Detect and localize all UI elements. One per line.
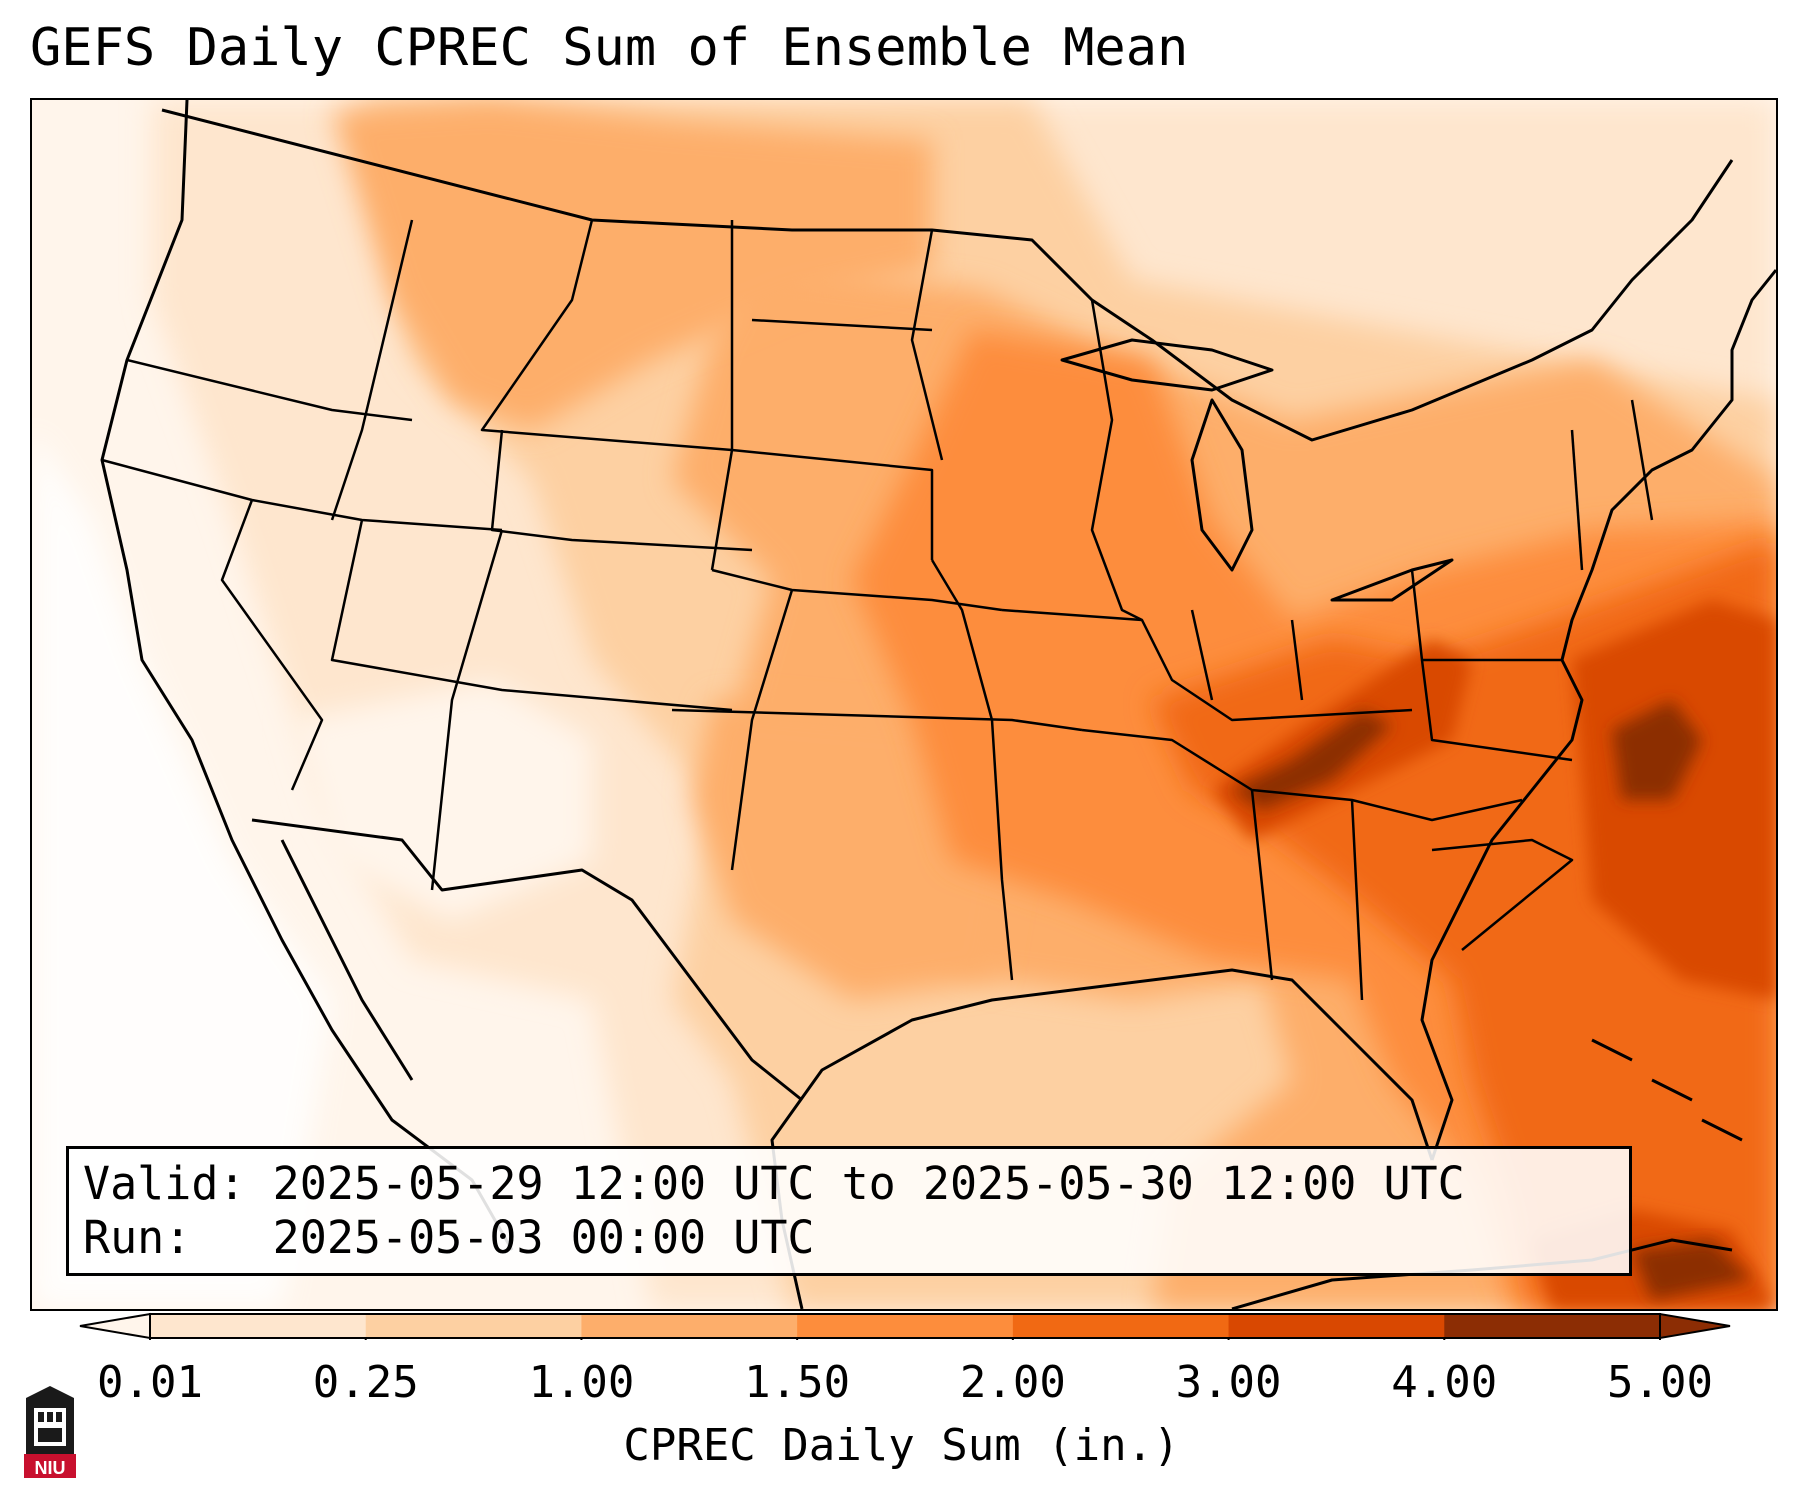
valid-time-range: 2025-05-29 12:00 UTC to 2025-05-30 12:00… bbox=[272, 1157, 1465, 1210]
colorbar-tick-label: 1.50 bbox=[744, 1357, 851, 1408]
colorbar-segment bbox=[365, 1314, 582, 1338]
colorbar-under-arrow bbox=[79, 1312, 151, 1340]
lake-erie bbox=[1330, 558, 1454, 602]
baja-coastline bbox=[280, 839, 414, 1081]
colorbar-tick-label: 1.00 bbox=[528, 1357, 635, 1408]
field-darkest-cuba bbox=[1632, 1240, 1752, 1300]
gulf-coastline bbox=[770, 968, 1434, 1309]
validity-info-box: Valid: 2025-05-29 12:00 UTC to 2025-05-3… bbox=[66, 1146, 1632, 1276]
valid-label: Valid: bbox=[83, 1157, 246, 1210]
field-darkest-tennessee bbox=[1232, 710, 1392, 810]
colorbar-outline bbox=[149, 1313, 1661, 1339]
run-time: 2025-05-03 00:00 UTC bbox=[272, 1211, 815, 1264]
colorbar-tick-label: 0.25 bbox=[312, 1357, 419, 1408]
colorbar-tick-label: 2.00 bbox=[959, 1357, 1066, 1408]
canada-border bbox=[161, 108, 1734, 442]
mexico-border bbox=[251, 818, 803, 1102]
logo-text: NIU bbox=[35, 1458, 66, 1478]
bahamas bbox=[1591, 1038, 1743, 1142]
field-darkest-atlantic bbox=[1612, 700, 1702, 800]
field-white-pacific bbox=[32, 430, 332, 1309]
colorbar bbox=[79, 1312, 1731, 1340]
niu-logo-icon: NIU bbox=[24, 1386, 76, 1478]
colorbar-segment bbox=[1228, 1314, 1445, 1338]
colorbar-segment bbox=[150, 1314, 367, 1338]
state-borders bbox=[101, 219, 1654, 1001]
colorbar-segment bbox=[797, 1314, 1014, 1338]
colorbar-segment bbox=[1444, 1314, 1661, 1338]
precipitation-map bbox=[30, 98, 1778, 1311]
colorbar-over-arrow bbox=[1659, 1312, 1731, 1340]
field-medium-north bbox=[332, 100, 932, 430]
lake-michigan bbox=[1190, 398, 1254, 572]
map-boundaries bbox=[100, 100, 1776, 1309]
colorbar-tick-label: 5.00 bbox=[1607, 1357, 1713, 1408]
colorbar-label: CPREC Daily Sum (in.) bbox=[623, 1420, 1180, 1471]
precipitation-field bbox=[32, 100, 1776, 1309]
field-deep-atlantic bbox=[1572, 600, 1776, 1000]
colorbar-tick-label: 0.01 bbox=[97, 1357, 203, 1408]
colorbar-segment bbox=[1012, 1314, 1230, 1338]
colorbar-tick-label: 4.00 bbox=[1391, 1357, 1498, 1408]
colorbar-tick-label: 3.00 bbox=[1175, 1357, 1282, 1408]
run-label: Run: bbox=[83, 1211, 192, 1264]
map-title: GEFS Daily CPREC Sum of Ensemble Mean bbox=[30, 18, 1189, 78]
colorbar-segment bbox=[581, 1314, 798, 1338]
lake-superior bbox=[1060, 338, 1274, 392]
